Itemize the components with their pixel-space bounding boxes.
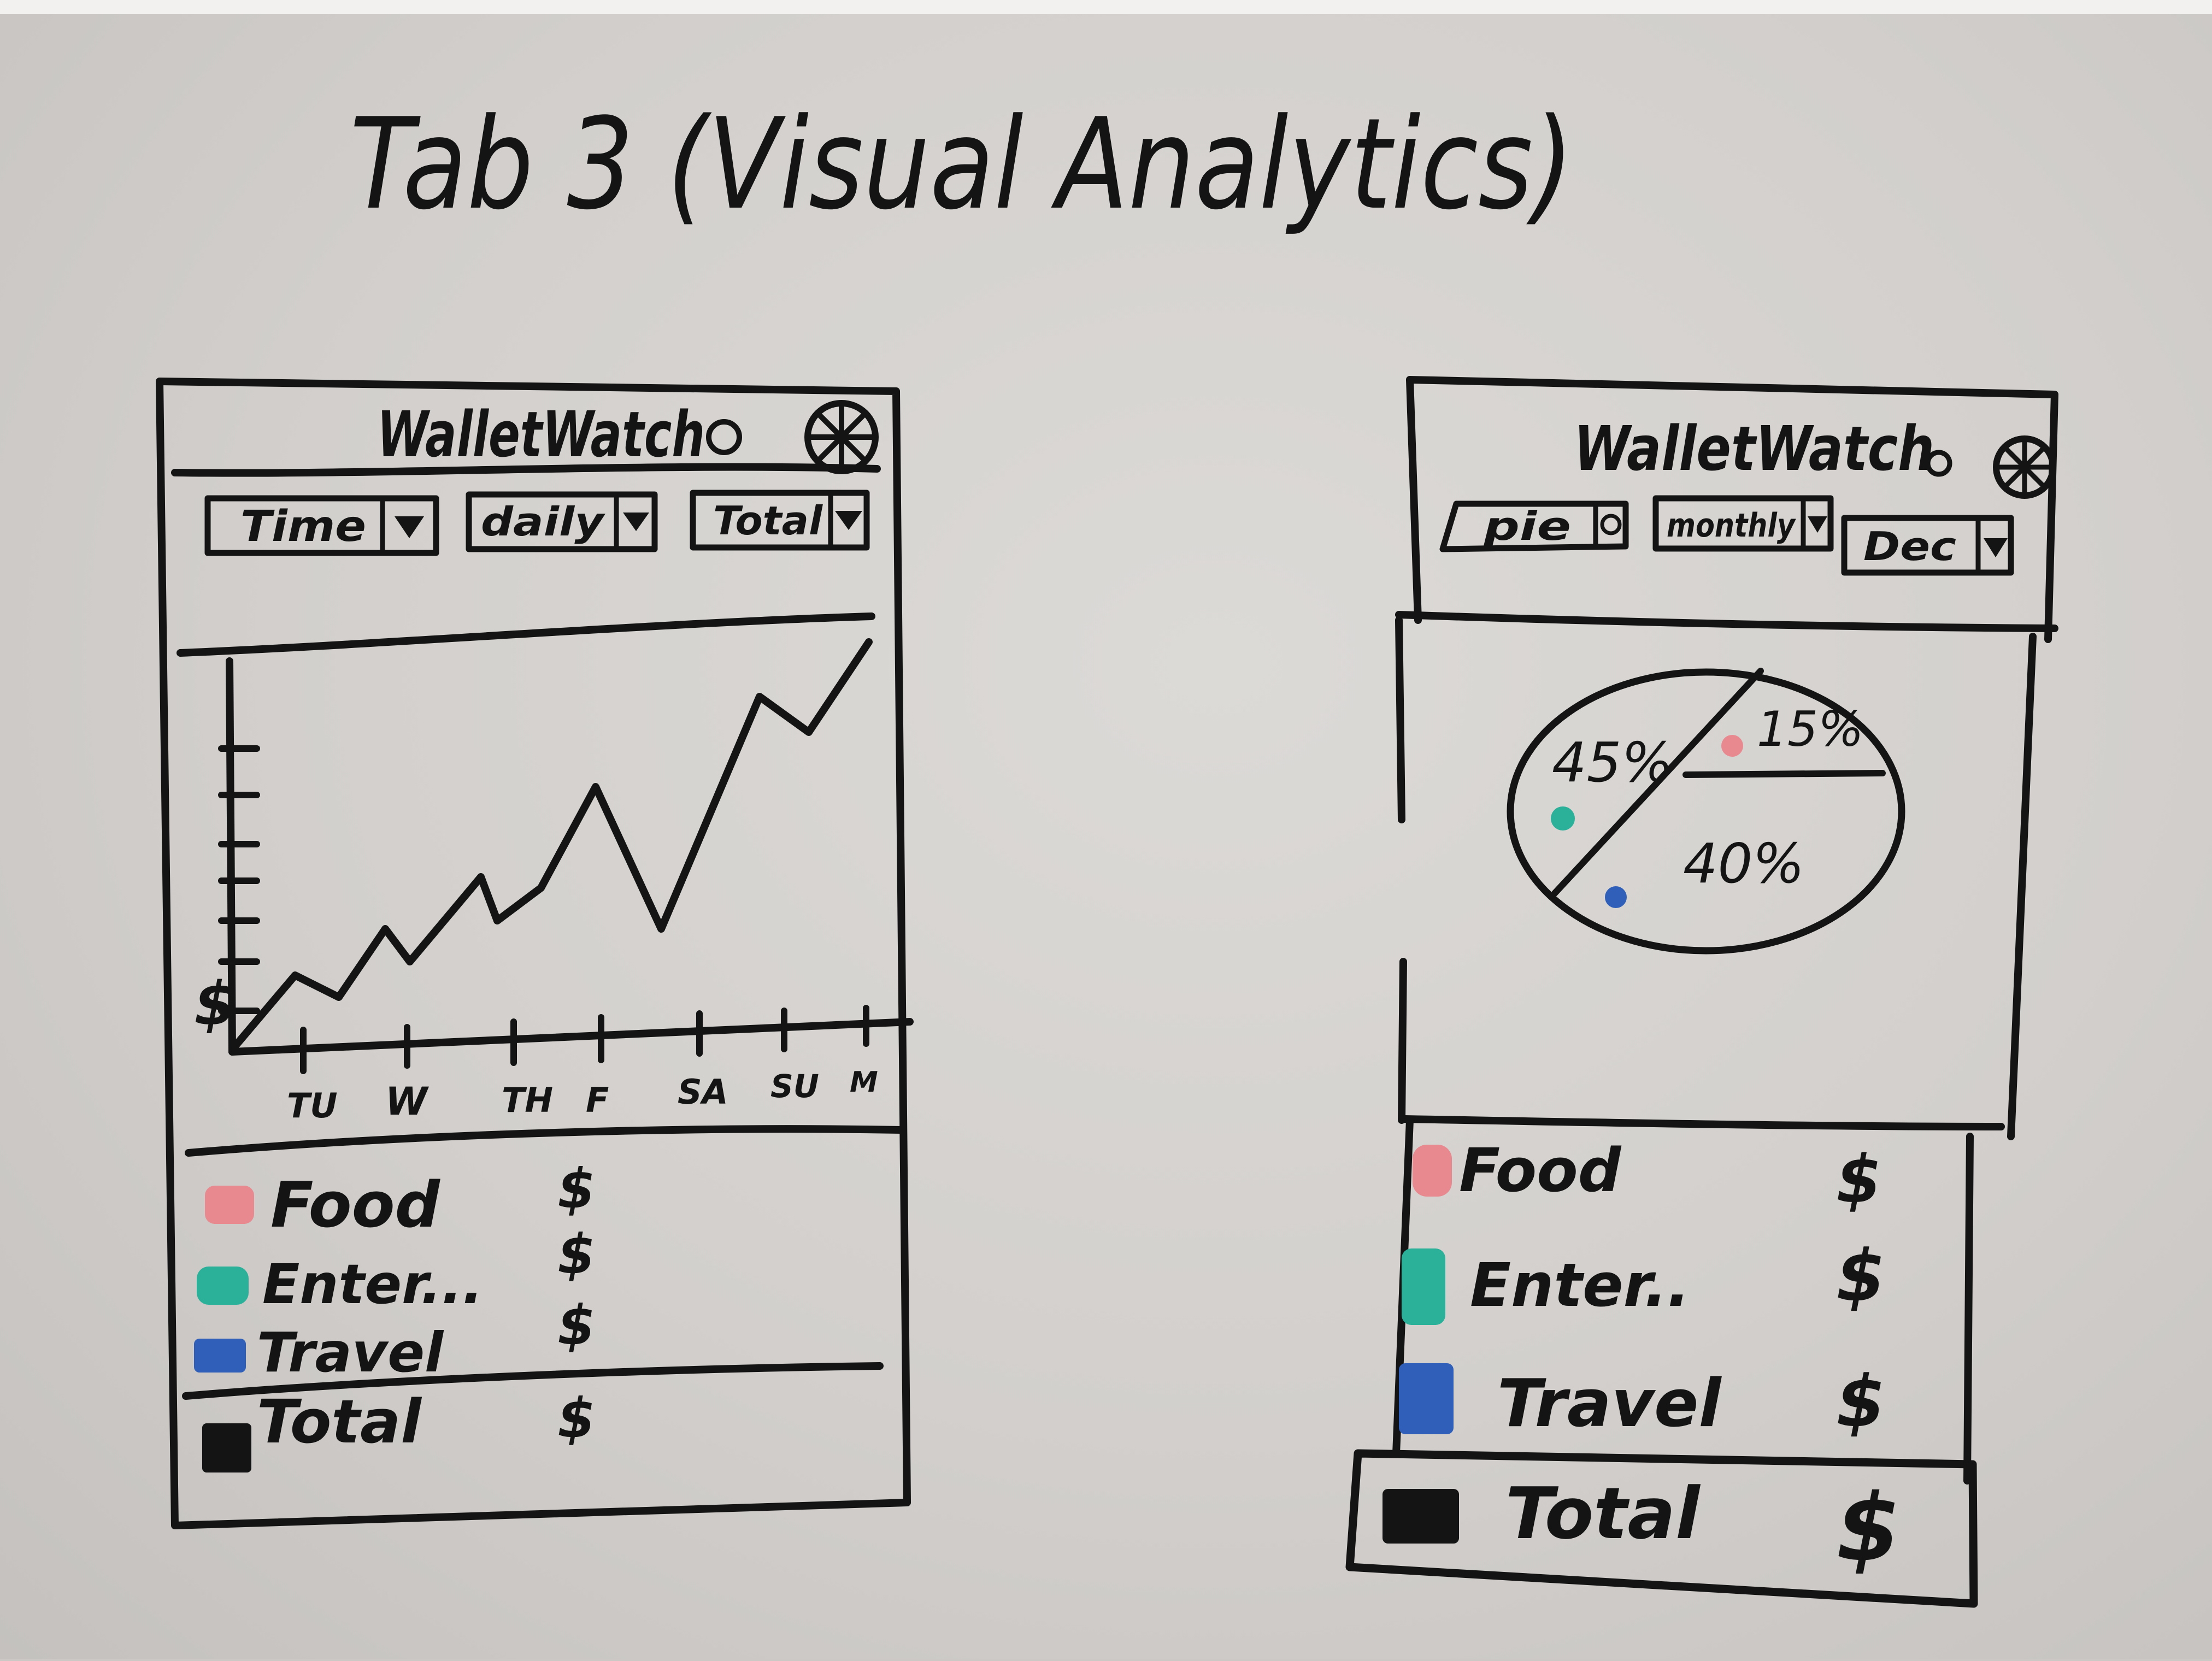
right-legend-food-value: $ (1836, 1142, 1882, 1218)
left-legend-travel-value: $ (557, 1293, 596, 1357)
right-phone-mockup: WalletWatch pie monthly Dec (1345, 376, 2058, 1608)
left-dropdown-period-arrow-icon (623, 513, 649, 531)
right-dropdown-period-label: monthly (1667, 506, 1796, 545)
left-legend-entertainment-label: Enter... (262, 1252, 483, 1316)
left-chart-y-axis (226, 657, 236, 1056)
left-dropdown-time-arrow-icon (395, 516, 424, 538)
left-legend-food-label: Food (270, 1169, 441, 1242)
left-phone-mockup: WalletWatch Time daily Total (156, 378, 914, 1529)
right-frame-top (1406, 376, 2058, 643)
left-chart-x-ticks (300, 1005, 869, 1074)
right-pie-divider-long (1551, 668, 1764, 897)
right-legend-travel-label: Travel (1497, 1366, 1722, 1442)
right-chart-divider (1401, 1115, 2005, 1130)
left-dropdown-period-label: daily (481, 499, 606, 545)
left-chart-x-tick-su: SU (770, 1068, 819, 1105)
right-app-title: WalletWatch (1574, 414, 1934, 485)
left-chart-x-axis (228, 1018, 914, 1056)
left-info-icon[interactable] (706, 419, 742, 455)
left-chart-x-tick-th: TH (502, 1080, 553, 1120)
left-total-swatch (202, 1423, 251, 1472)
left-legend-entertainment-value: $ (557, 1222, 596, 1286)
left-dropdown-metric-arrow-icon (835, 511, 862, 530)
left-chart-trend-line (231, 638, 873, 1050)
right-header-divider (1395, 611, 2058, 632)
right-dropdown-chart-type[interactable]: pie (1439, 500, 1629, 552)
left-legend-travel-swatch (194, 1339, 246, 1373)
left-legend-food-swatch (205, 1186, 254, 1224)
right-frame-left (1392, 376, 1422, 1457)
board-title: Tab 3 (Visual Analytics) (350, 92, 1574, 238)
right-dropdown-chart-type-label: pie (1483, 503, 1571, 549)
right-pie-outline (1507, 668, 1905, 955)
left-chart-x-tick-w: W (385, 1079, 430, 1124)
right-dropdown-period[interactable]: monthly (1652, 495, 1834, 552)
left-chart-y-ticks (218, 745, 260, 1014)
left-dropdown-time-label: Time (240, 502, 366, 551)
left-controls-divider (177, 612, 875, 657)
right-dropdown-month[interactable]: Dec (1841, 515, 2014, 576)
right-pie-food-dot (1721, 735, 1743, 757)
right-legend-food-label: Food (1459, 1135, 1622, 1205)
right-legend-travel-value: $ (1836, 1360, 1885, 1443)
left-header-divider (171, 463, 881, 477)
left-chart-divider (185, 1125, 905, 1157)
left-line-chart: $ TU W TH F SA SU M (194, 638, 914, 1126)
left-dropdown-period[interactable]: daily (466, 491, 658, 552)
left-legend-food-value: $ (557, 1157, 596, 1221)
whiteboard-top-edge (0, 0, 2212, 14)
left-dropdown-time[interactable]: Time (204, 495, 439, 556)
right-legend-food-swatch (1413, 1145, 1452, 1197)
right-dropdown-month-label: Dec (1863, 523, 1956, 569)
left-chart-x-tick-m: M (850, 1066, 878, 1099)
left-chart-x-tick-sa: SA (678, 1072, 728, 1112)
left-total-label: Total (257, 1387, 422, 1457)
right-pie-entertainment-dot (1551, 806, 1575, 830)
left-settings-icon[interactable] (804, 400, 879, 474)
left-legend-entertainment-swatch (197, 1267, 249, 1305)
right-legend-travel: Travel $ (1399, 1360, 1885, 1443)
right-pie-travel-dot (1605, 886, 1627, 908)
right-legend-entertainment-label: Enter.. (1470, 1250, 1690, 1320)
right-legend-entertainment: Enter.. $ (1402, 1234, 1885, 1325)
left-dropdown-metric-label: Total (713, 498, 823, 544)
right-dropdown-period-arrow-icon (1808, 516, 1827, 533)
right-legend-food: Food $ (1413, 1135, 1882, 1218)
right-frame-right (1963, 633, 2037, 1485)
left-legend-travel-label: Travel (257, 1321, 444, 1385)
left-chart-y-label: $ (194, 969, 236, 1039)
right-total-row: Total $ (1382, 1472, 1901, 1582)
left-total-divider (182, 1362, 884, 1400)
left-total-row: Total $ (202, 1386, 596, 1472)
right-total-label: Total (1505, 1472, 1701, 1555)
right-total-box (1345, 1449, 1978, 1608)
left-legend-food: Food $ (205, 1157, 596, 1242)
right-legend-travel-swatch (1399, 1363, 1454, 1434)
left-legend-entertainment: Enter... $ (197, 1222, 596, 1316)
left-dropdown-metric[interactable]: Total (690, 490, 870, 551)
right-dropdown-chart-type-arrow-icon (1600, 514, 1622, 535)
right-pie-label-15: 15% (1757, 701, 1864, 757)
right-pie-divider-short (1682, 770, 1886, 778)
left-chart-x-tick-f: F (586, 1080, 609, 1120)
right-total-value: $ (1836, 1474, 1901, 1582)
right-pie-chart: 45% 15% 40% (1507, 668, 1905, 955)
left-app-title: WalletWatch (377, 398, 705, 472)
right-pie-label-45: 45% (1552, 731, 1673, 794)
left-chart-x-tick-tu: TU (287, 1086, 338, 1126)
right-pie-label-40: 40% (1683, 832, 1804, 896)
right-settings-icon[interactable] (1993, 435, 2056, 499)
left-total-value: $ (557, 1386, 596, 1450)
right-legend-entertainment-value: $ (1836, 1234, 1885, 1317)
left-frame (156, 378, 911, 1529)
right-dropdown-month-arrow-icon (1984, 538, 2008, 557)
right-legend-entertainment-swatch (1402, 1248, 1445, 1325)
left-legend-travel: Travel $ (194, 1293, 596, 1385)
right-total-swatch (1382, 1489, 1459, 1544)
right-info-icon[interactable] (1925, 450, 1952, 477)
